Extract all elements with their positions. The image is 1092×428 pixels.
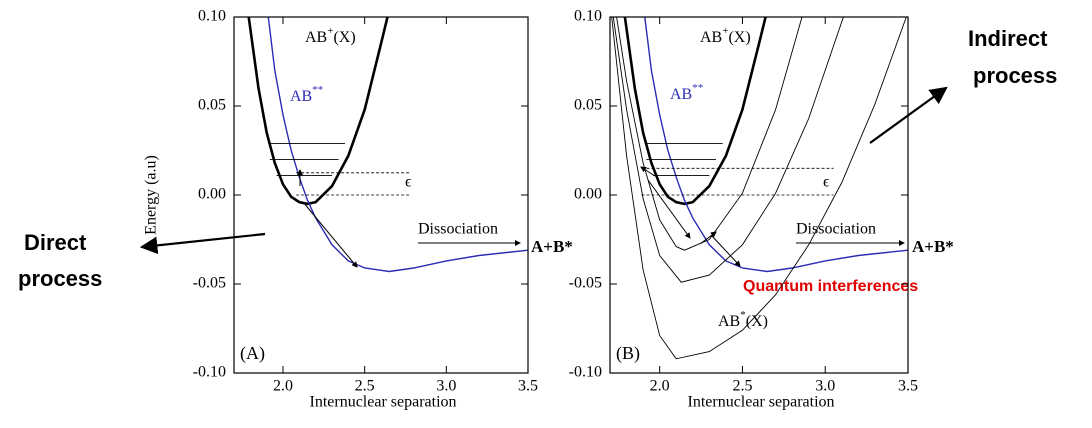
x-axis-label: Internuclear separation: [687, 394, 834, 411]
dissociation-label: Dissociation: [796, 221, 876, 238]
panel: 2.0 2.5 3.0 3.5 -0.10 -0.05 0.00 0.05 0.10 Intern…: [569, 8, 954, 411]
y-tick-label: 0.05: [574, 97, 602, 114]
curve-label: AB*(X): [718, 309, 768, 330]
y-tick-label: 0.00: [574, 186, 602, 203]
curve-label: AB**: [670, 82, 703, 103]
curve-label-suffix: (X): [333, 29, 355, 46]
y-tick-label: 0.00: [198, 186, 226, 203]
panel-label: (A): [240, 343, 265, 364]
x-tick-label: 2.0: [273, 378, 293, 395]
y-tick-label: 0.10: [198, 8, 226, 25]
products-label: A+B*: [531, 237, 573, 256]
curve: [616, 17, 803, 251]
y-axis-label: Energy (a.u): [143, 155, 160, 235]
curve-label-sup: **: [312, 84, 323, 96]
curve: [623, 17, 767, 206]
frame: [233, 16, 529, 374]
curve: [644, 17, 908, 273]
curve-label: AB+(X): [700, 25, 751, 46]
panel: 2.0 2.5 3.0 3.5 -0.10 -0.05 0.00 0.05 0.10 Intern…: [143, 8, 573, 411]
direct-label: Direct: [24, 230, 87, 255]
curve-label-sup: **: [692, 82, 703, 94]
transition-arrow: [647, 179, 691, 239]
curve-label: AB**: [290, 84, 323, 105]
curve-label-text: AB: [290, 88, 312, 105]
curve-label: AB+(X): [305, 25, 356, 46]
y-tick-label: -0.10: [569, 364, 602, 381]
x-tick-label: 3.0: [436, 378, 456, 395]
x-tick-label: 2.0: [650, 378, 670, 395]
transition-arrow: [711, 235, 741, 267]
epsilon-label: ϵ: [823, 174, 830, 191]
curve-label-sup: *: [740, 309, 746, 321]
curve-label-sup: +: [722, 25, 728, 37]
direct-label: process: [18, 266, 102, 291]
interference-label: Quantum interferences: [743, 278, 918, 295]
products-label: A+B*: [912, 237, 954, 256]
y-tick-label: -0.05: [569, 275, 602, 292]
transition-arrow: [699, 231, 717, 245]
y-tick-label: -0.10: [193, 364, 226, 381]
curve-label-text: AB: [700, 29, 722, 46]
curve-label-sup: +: [327, 25, 333, 37]
arrow: [139, 232, 266, 255]
x-tick-label: 2.5: [732, 378, 752, 395]
x-axis-label: Internuclear separation: [309, 394, 456, 411]
x-tick-label: 3.5: [898, 378, 918, 395]
y-tick-label: 0.10: [574, 8, 602, 25]
epsilon-label: ϵ: [405, 174, 412, 191]
curve-label-text: AB: [670, 86, 692, 103]
curve: [611, 17, 907, 360]
curve-label-suffix: (X): [728, 29, 750, 46]
curve-label-text: AB: [305, 29, 327, 46]
indirect-label: process: [973, 63, 1057, 88]
plot: [611, 17, 908, 360]
curve-label-suffix: (X): [746, 313, 768, 330]
transition-arrow: [640, 166, 656, 177]
indirect-label: Indirect: [968, 26, 1048, 51]
curve: [267, 17, 528, 273]
x-tick-label: 3.5: [518, 378, 538, 395]
curve: [612, 17, 844, 283]
panel-label: (B): [616, 343, 640, 364]
y-tick-label: -0.05: [193, 275, 226, 292]
y-tick-label: 0.05: [198, 97, 226, 114]
transition-arrow: [302, 201, 358, 268]
dissociation-label: Dissociation: [418, 221, 498, 238]
x-tick-label: 2.5: [355, 378, 375, 395]
curve-label-text: AB: [718, 313, 740, 330]
x-tick-label: 3.0: [815, 378, 835, 395]
